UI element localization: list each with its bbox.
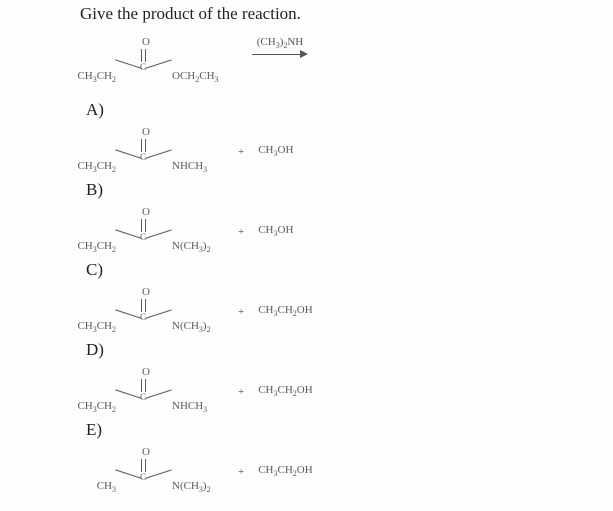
reagent-label: (CH3)2NH: [252, 36, 308, 48]
left-group: CH3: [72, 480, 116, 492]
option-letter-a: A): [86, 100, 613, 120]
left-group: CH3CH2: [72, 160, 116, 172]
left-group: CH3CH2: [72, 400, 116, 412]
reaction-arrow: [252, 50, 308, 60]
option-letter-c: C): [86, 260, 613, 280]
option-row-a: OCCH3CH2NHCH3+CH3OH: [74, 128, 613, 180]
plus-sign: +: [238, 146, 244, 158]
option-molecule: OCCH3CH2N(CH3)2: [74, 208, 224, 260]
bond-left: [115, 309, 142, 319]
option-letter-d: D): [86, 340, 613, 360]
bond-left: [115, 59, 142, 69]
right-group: N(CH3)2: [172, 320, 211, 332]
option-row-c: OCCH3CH2N(CH3)2+CH3CH2OH: [74, 288, 613, 340]
carbonyl-o: O: [142, 126, 150, 138]
byproduct: CH3CH2OH: [258, 304, 312, 316]
option-molecule: OCCH3CH2NHCH3: [74, 368, 224, 420]
right-group: NHCH3: [172, 400, 207, 412]
carbonyl-o: O: [142, 366, 150, 378]
bond-left: [115, 229, 142, 239]
bond-left: [115, 469, 142, 479]
right-group: OCH2CH3: [172, 70, 219, 82]
option-molecule: OCCH3CH2NHCH3: [74, 128, 224, 180]
reagent-block: (CH3)2NH: [252, 36, 308, 60]
double-bond: [140, 49, 147, 62]
carbonyl-o: O: [142, 446, 150, 458]
option-row-b: OCCH3CH2N(CH3)2+CH3OH: [74, 208, 613, 260]
plus-sign: +: [238, 306, 244, 318]
bond-right: [145, 59, 172, 69]
byproduct: CH3OH: [258, 224, 293, 236]
bond-right: [145, 389, 172, 399]
option-row-e: OCCH3N(CH3)2+CH3CH2OH: [74, 448, 613, 500]
option-row-d: OCCH3CH2NHCH3+CH3CH2OH: [74, 368, 613, 420]
double-bond: [140, 379, 147, 392]
option-letter-e: E): [86, 420, 613, 440]
reactant-row: O C CH3CH2 OCH2CH3 (CH3)2NH: [74, 38, 613, 90]
bond-right: [145, 469, 172, 479]
bond-left: [115, 389, 142, 399]
bond-right: [145, 229, 172, 239]
double-bond: [140, 139, 147, 152]
double-bond: [140, 219, 147, 232]
bond-right: [145, 309, 172, 319]
left-group: CH3CH2: [72, 320, 116, 332]
right-group: N(CH3)2: [172, 480, 211, 492]
byproduct: CH3CH2OH: [258, 464, 312, 476]
question-title: Give the product of the reaction.: [80, 4, 613, 24]
plus-sign: +: [238, 386, 244, 398]
byproduct: CH3OH: [258, 144, 293, 156]
double-bond: [140, 459, 147, 472]
left-group: CH3CH2: [72, 240, 116, 252]
bond-right: [145, 149, 172, 159]
right-group: NHCH3: [172, 160, 207, 172]
carbonyl-o: O: [142, 286, 150, 298]
double-bond: [140, 299, 147, 312]
right-group: N(CH3)2: [172, 240, 211, 252]
plus-sign: +: [238, 466, 244, 478]
left-group: CH3CH2: [72, 70, 116, 82]
bond-left: [115, 149, 142, 159]
plus-sign: +: [238, 226, 244, 238]
carbonyl-o: O: [142, 206, 150, 218]
reactant-molecule: O C CH3CH2 OCH2CH3: [74, 38, 224, 90]
option-letter-b: B): [86, 180, 613, 200]
option-molecule: OCCH3CH2N(CH3)2: [74, 288, 224, 340]
byproduct: CH3CH2OH: [258, 384, 312, 396]
carbonyl-o: O: [142, 36, 150, 48]
option-molecule: OCCH3N(CH3)2: [74, 448, 224, 500]
